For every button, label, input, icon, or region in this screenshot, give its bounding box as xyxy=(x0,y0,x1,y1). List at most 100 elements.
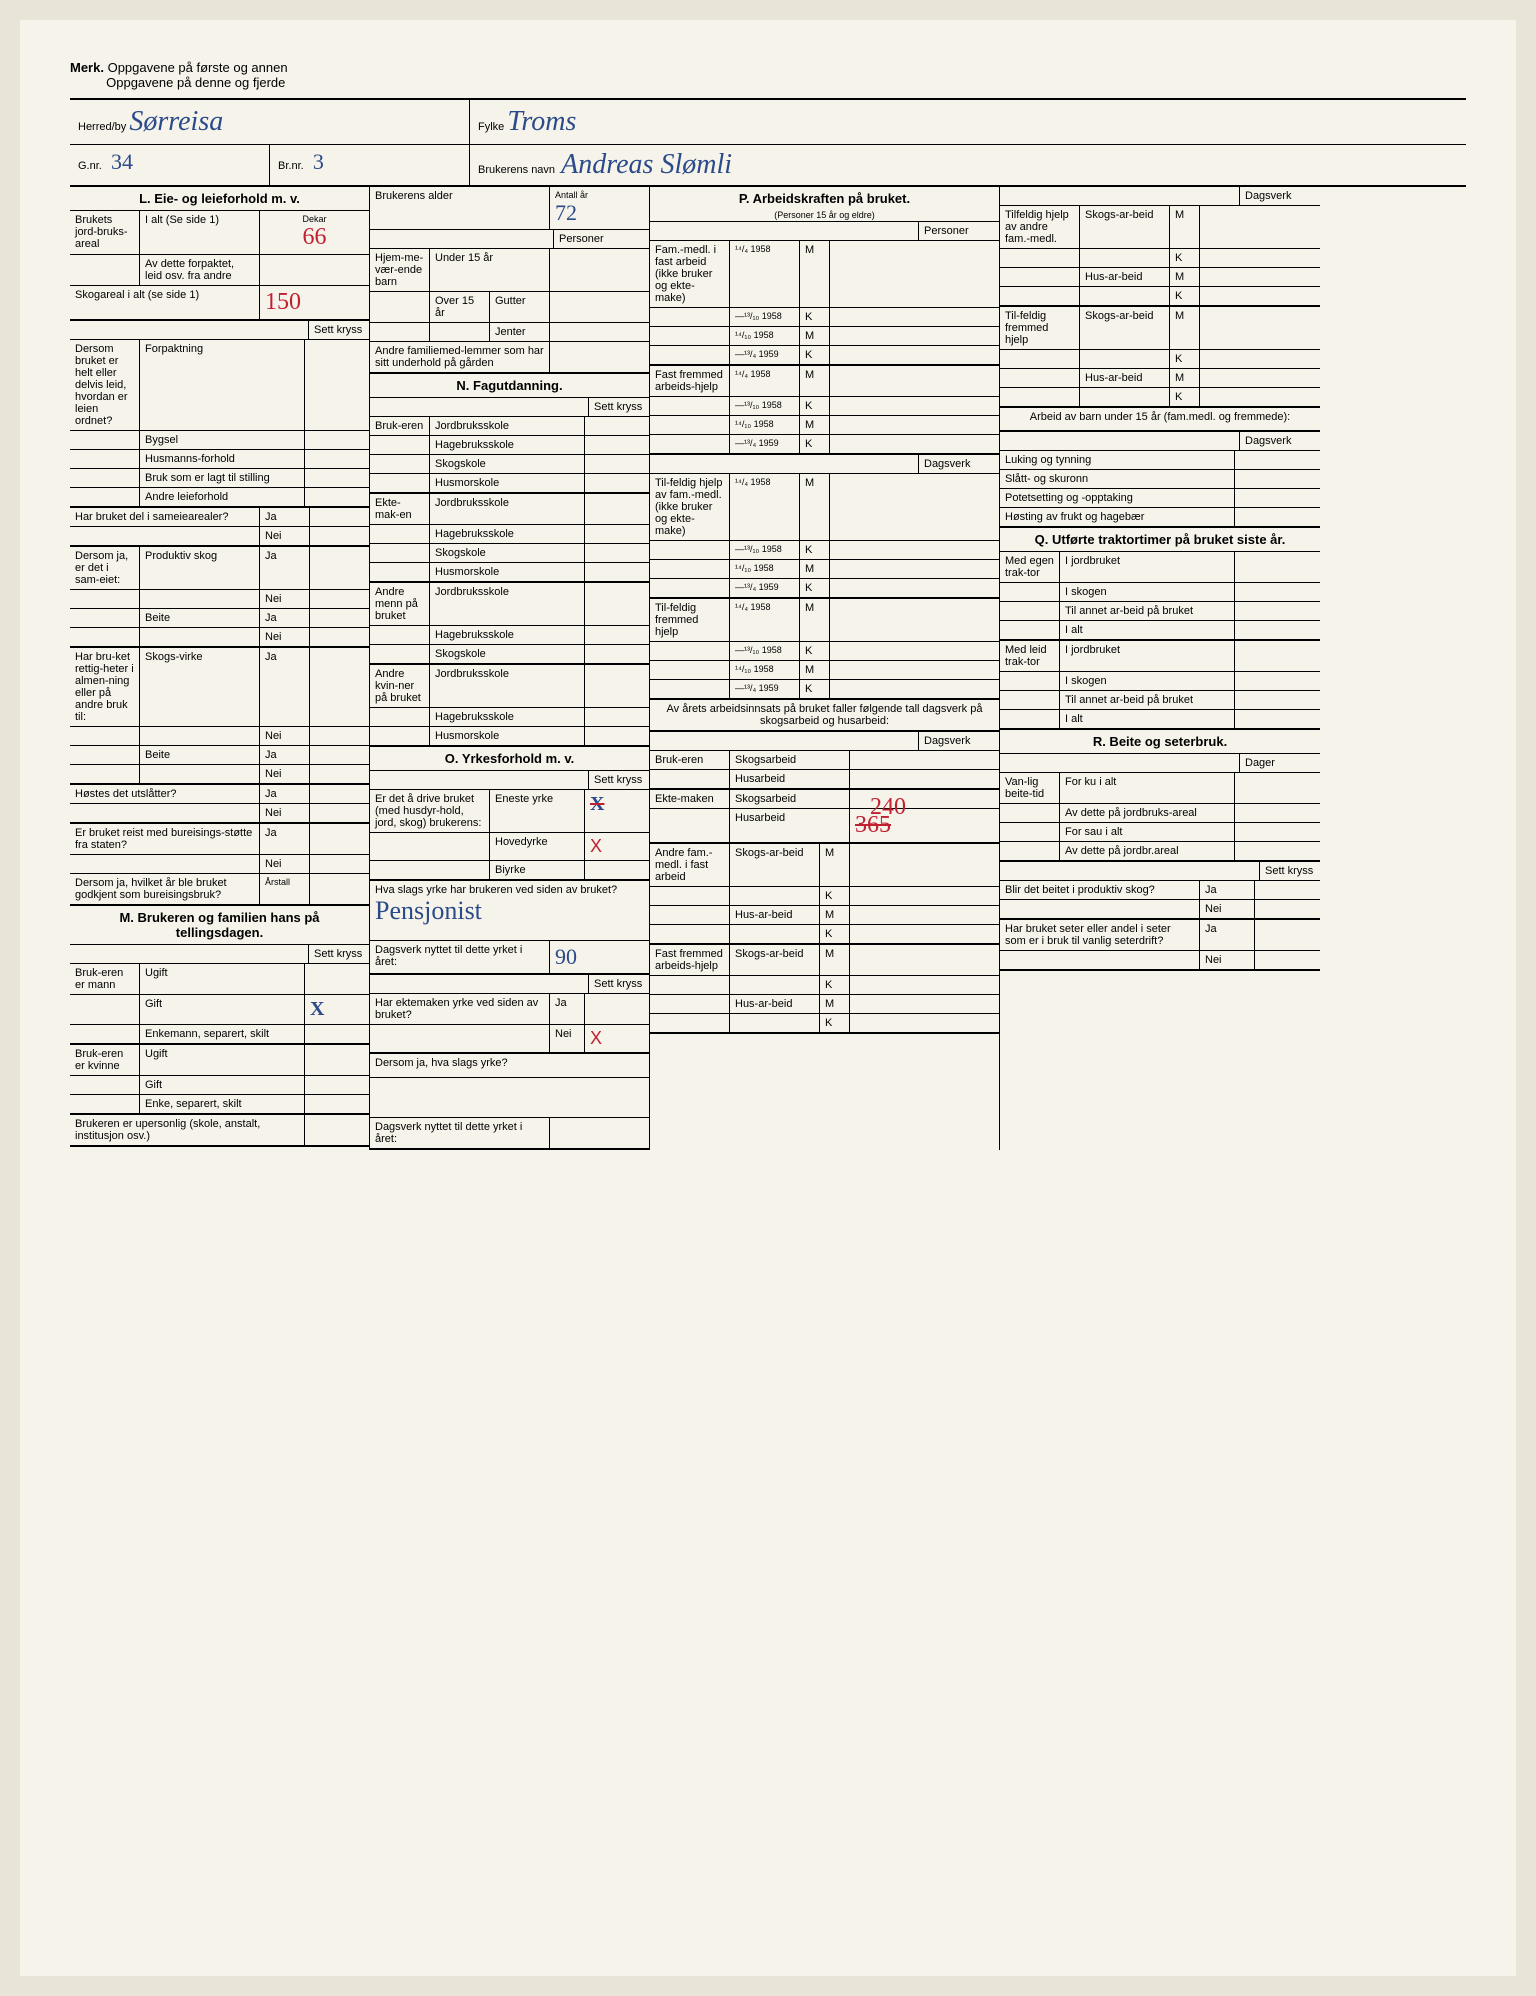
date-p1: ¹⁴/₄ 1958 xyxy=(730,241,800,307)
date-p3: ¹⁴/₁₀ 1958 xyxy=(730,327,800,345)
av-dette-jord: Av dette på jordbruks-areal xyxy=(1060,804,1235,822)
andre-fam-p: Andre fam.-medl. i fast arbeid xyxy=(650,844,730,886)
column-4: Dagsverk Tilfeldig hjelp av andre fam.-m… xyxy=(1000,187,1320,1150)
husmor-2: Husmorskole xyxy=(430,563,585,581)
hva-slags: Hva slags yrke har brukeren ved siden av… xyxy=(375,884,644,896)
til-annet-1: Til annet ar-beid på bruket xyxy=(1060,602,1235,620)
sett-kryss-r: Sett kryss xyxy=(1260,862,1320,880)
hosting: Høsting av frukt og hagebær xyxy=(1000,508,1235,526)
skog-1: Skogskole xyxy=(430,455,585,473)
arstall: Årstall xyxy=(260,874,310,904)
ja-5: Ja xyxy=(260,746,310,764)
dagsverk-nyttet-2: Dagsverk nyttet til dette yrket i året: xyxy=(370,1118,550,1148)
nei-6: Nei xyxy=(260,804,310,822)
ja-4: Ja xyxy=(260,648,310,726)
brukeren-kvinne: Bruk-eren er kvinne xyxy=(70,1045,140,1075)
sett-kryss-m: Sett kryss xyxy=(309,945,369,963)
husarbeid-1: Husarbeid xyxy=(730,770,850,788)
sett-kryss-o: Sett kryss xyxy=(589,771,649,789)
gift-2: Gift xyxy=(140,1076,305,1094)
ja-r1: Ja xyxy=(1200,881,1255,899)
merk-bold: Merk. xyxy=(70,60,104,75)
ja-o: Ja xyxy=(550,994,585,1024)
section-p-title: P. Arbeidskraften på bruket. (Personer 1… xyxy=(650,187,999,222)
bruk-som: Bruk som er lagt til stilling xyxy=(140,469,305,487)
blir-det: Blir det beitet i produktiv skog? xyxy=(1000,881,1200,899)
skogsarbeid-1: Skogsarbeid xyxy=(730,751,850,769)
ialt-label: I alt (Se side 1) xyxy=(145,214,254,226)
section-l-title: L. Eie- og leieforhold m. v. xyxy=(70,187,369,211)
av-dette-jordbr: Av dette på jordbr.areal xyxy=(1060,842,1235,860)
produktiv-skog: Produktiv skog xyxy=(140,547,260,589)
over15: Over 15 år xyxy=(430,292,490,322)
andre-familie: Andre familiemed-lemmer som har sitt und… xyxy=(370,342,550,372)
personer-label: Personer xyxy=(554,230,649,248)
dersom-ja-o: Dersom ja, hva slags yrke? xyxy=(370,1054,649,1078)
section-n-title: N. Fagutdanning. xyxy=(370,374,649,398)
column-1: L. Eie- og leieforhold m. v. Brukets jor… xyxy=(70,187,370,1150)
antall-ar: Antall år xyxy=(555,190,644,200)
nei-r2: Nei xyxy=(1200,951,1255,969)
dersom-ja-hvilket: Dersom ja, hvilket år ble bruket godkjen… xyxy=(70,874,260,904)
gift-check: X xyxy=(310,998,324,1020)
brukerens-navn-label: Brukerens navn xyxy=(478,164,555,176)
ialt-value: 66 xyxy=(303,224,327,250)
brukerens-alder: Brukerens alder xyxy=(370,187,550,229)
potet: Potetsetting og -opptaking xyxy=(1000,489,1235,507)
personer-p: Personer xyxy=(919,222,999,240)
skogs-virke: Skogs-virke xyxy=(140,648,260,726)
skog-3: Skogskole xyxy=(430,645,585,663)
k-2: K xyxy=(800,346,830,364)
skogen-1: I skogen xyxy=(1060,583,1235,601)
ja-6: Ja xyxy=(260,785,310,803)
for-ku: For ku i alt xyxy=(1060,773,1235,803)
sett-kryss-n: Sett kryss xyxy=(589,398,649,416)
gnr-label: G.nr. xyxy=(78,160,102,172)
ugift-1: Ugift xyxy=(140,964,305,994)
skogareal-value: 150 xyxy=(265,289,301,315)
jordbruket-1: I jordbruket xyxy=(1060,552,1235,582)
section-o-title: O. Yrkesforhold m. v. xyxy=(370,747,649,771)
merk-note: Merk. Oppgavene på første og annen Oppga… xyxy=(70,60,1466,90)
dagsverk-nyttet: Dagsverk nyttet til dette yrket i året: xyxy=(370,941,550,973)
dagsverk-c4: Dagsverk xyxy=(1240,187,1320,205)
date-p4: —¹³/₄ 1959 xyxy=(730,346,800,364)
biyrke: Biyrke xyxy=(490,861,585,879)
skogs-arbeid-p1: Skogs-ar-beid xyxy=(730,844,820,886)
hovedyrke-check: X xyxy=(590,836,602,856)
dersom-text: Dersom bruket er helt eller delvis leid,… xyxy=(70,340,140,430)
under15: Under 15 år xyxy=(430,249,550,291)
med-leid: Med leid trak-tor xyxy=(1000,641,1060,671)
fylke-label: Fylke xyxy=(478,121,504,133)
k-1: K xyxy=(800,308,830,326)
med-egen: Med egen trak-tor xyxy=(1000,552,1060,582)
skogs-arbeid-p2: Skogs-ar-beid xyxy=(730,945,820,975)
eneste-check: X xyxy=(590,793,604,815)
har-ektemaken: Har ektemaken yrke ved siden av bruket? xyxy=(370,994,550,1024)
vanlig-beite: Van-lig beite-tid xyxy=(1000,773,1060,803)
andre-menn: Andre menn på bruket xyxy=(370,583,430,625)
eneste-yrke: Eneste yrke xyxy=(490,790,585,832)
slatt: Slått- og skuronn xyxy=(1000,470,1235,488)
gnr-value: 34 xyxy=(111,149,133,174)
tilfeldig-fam: Til-feldig hjelp av fam.-medl. (ikke bru… xyxy=(650,474,730,540)
har-bruket-rett: Har bru-ket rettig-heter i almen-ning el… xyxy=(70,648,140,726)
har-bruket-del: Har bruket del i sameiearealer? xyxy=(70,508,260,526)
jordbruket-2: I jordbruket xyxy=(1060,641,1235,671)
merk-line1: Oppgavene på første og annen xyxy=(108,60,288,75)
andre-kvinner: Andre kvin-ner på bruket xyxy=(370,665,430,707)
nei-1: Nei xyxy=(260,527,310,545)
er-bruket-reist: Er bruket reist med bureisings-støtte fr… xyxy=(70,824,260,854)
fast-fremmed: Fast fremmed arbeids-hjelp xyxy=(650,366,730,396)
arbeid-barn: Arbeid av barn under 15 år (fam.medl. og… xyxy=(1000,408,1320,432)
brukeren-n: Bruk-eren xyxy=(370,417,430,435)
husarbeid-2: Husarbeid xyxy=(730,809,850,842)
column-3: P. Arbeidskraften på bruket. (Personer 1… xyxy=(650,187,1000,1150)
column-2: Brukerens alder Antall år 72 Personer Hj… xyxy=(370,187,650,1150)
header-row-1: Herred/by Sørreisa Fylke Troms xyxy=(70,98,1466,145)
skog-2: Skogskole xyxy=(430,544,585,562)
brukerens-navn-value: Andreas Slømli xyxy=(561,149,732,180)
luking: Luking og tynning xyxy=(1000,451,1235,469)
alder-value: 72 xyxy=(555,200,577,225)
hagebruk-2: Hagebruksskole xyxy=(430,525,585,543)
